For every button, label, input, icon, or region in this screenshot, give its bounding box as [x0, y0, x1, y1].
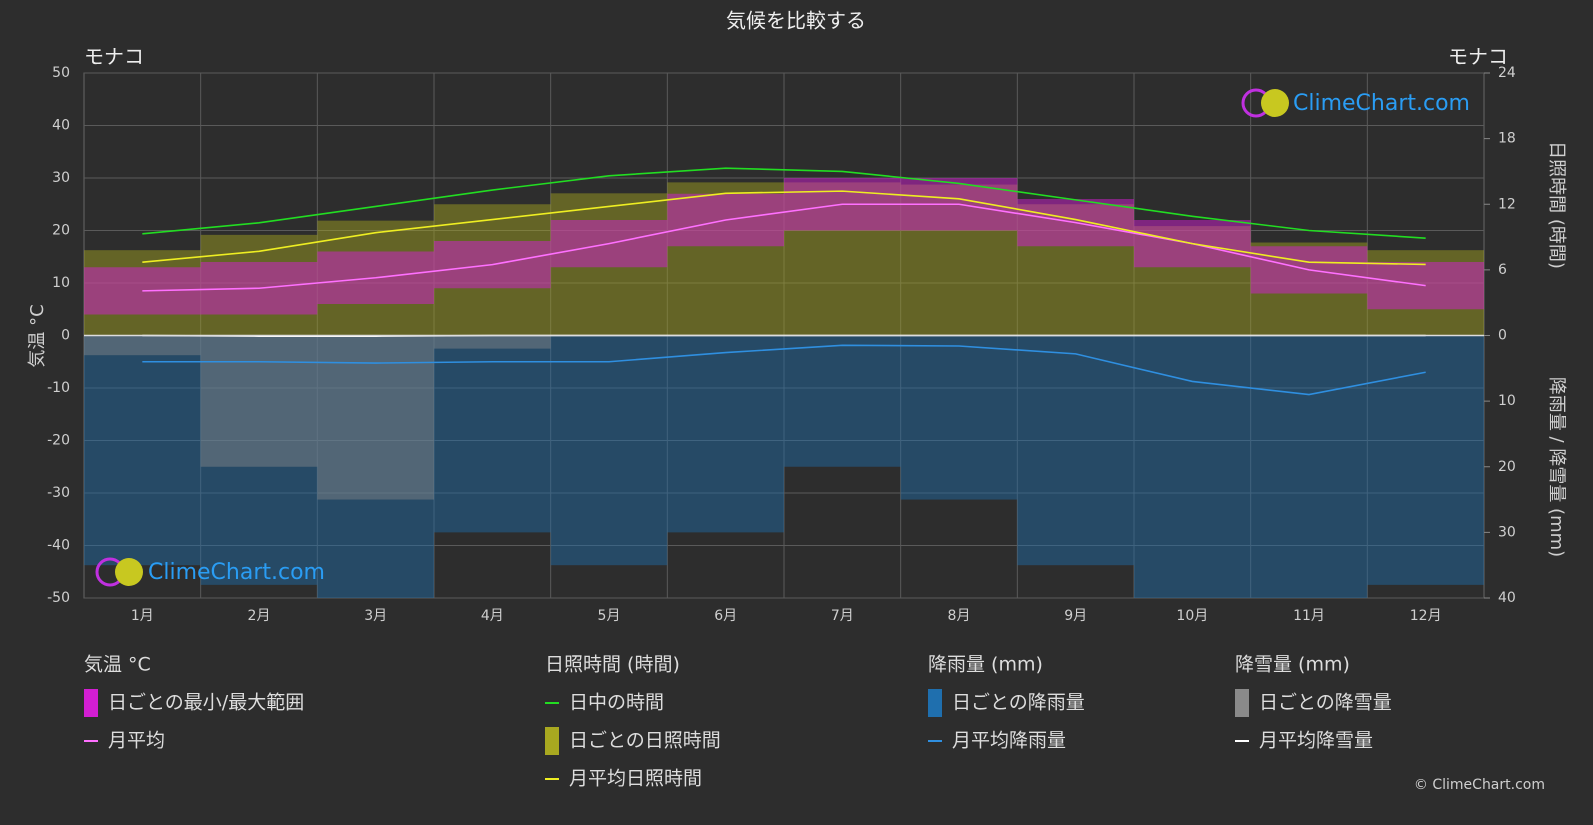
legend-label: 月平均降雪量: [1259, 730, 1373, 752]
y3-tick-label: 20: [1498, 459, 1516, 475]
daily-bar: [84, 335, 201, 566]
y2-tick-label: 18: [1498, 131, 1516, 147]
x-tick-label: 7月: [831, 608, 854, 624]
legend-label: 日ごとの日照時間: [569, 730, 721, 752]
y-tick-label: -40: [47, 538, 70, 554]
y3-tick-label: 30: [1498, 524, 1516, 540]
daily-bar: [550, 335, 668, 566]
daily-bar: [784, 335, 901, 467]
daily-bar: [317, 335, 434, 598]
legend-label: 日中の時間: [569, 692, 664, 714]
legend-title: 降雪量 (mm): [1235, 654, 1350, 676]
y-tick-label: -20: [47, 433, 70, 449]
legend-title: 降雨量 (mm): [928, 654, 1043, 676]
x-tick-label: 10月: [1176, 608, 1208, 624]
legend-swatch: [928, 689, 942, 717]
legend-label: 月平均日照時間: [569, 768, 702, 790]
x-tick-label: 12月: [1410, 608, 1442, 624]
daily-bar: [84, 335, 201, 356]
daily-bar: [1017, 335, 1134, 566]
daily-bar: [1250, 335, 1368, 598]
location-right: モナコ: [1448, 45, 1508, 69]
logo-sun: [115, 558, 143, 586]
monthly-line: [142, 203, 1426, 292]
y-tick-label: -50: [47, 590, 70, 606]
logo-sun: [1261, 89, 1289, 117]
y-tick-label: -10: [47, 380, 70, 396]
y2-tick-label: 12: [1498, 196, 1516, 212]
legend-swatch: [1235, 689, 1249, 717]
y3-tick-label: 40: [1498, 590, 1516, 606]
x-tick-label: 5月: [598, 608, 621, 624]
legend-title: 気温 °C: [84, 654, 151, 676]
legend-label: 日ごとの最小/最大範囲: [108, 692, 304, 714]
y2-axis-label: 日照時間 (時間): [1546, 141, 1567, 269]
y-tick-label: 10: [52, 275, 70, 291]
copyright: © ClimeChart.com: [1414, 777, 1545, 793]
y-tick-label: 50: [52, 65, 70, 81]
monthly-line: [142, 167, 1426, 239]
y-tick-label: -30: [47, 485, 70, 501]
daily-bar: [200, 335, 318, 467]
x-tick-label: 8月: [948, 608, 971, 624]
y3-axis-label: 降雨量 / 降雪量 (mm): [1546, 377, 1567, 557]
watermark-top: ClimeChart.com: [1241, 88, 1470, 118]
monthly-line: [142, 190, 1426, 266]
y2-tick-label: 6: [1498, 262, 1507, 278]
x-tick-label: 3月: [364, 608, 387, 624]
x-tick-label: 6月: [714, 608, 737, 624]
range-band: [1367, 262, 1484, 310]
watermark-text: ClimeChart.com: [148, 560, 325, 585]
daily-bar: [1367, 335, 1484, 585]
y3-tick-label: 10: [1498, 393, 1516, 409]
daily-bar: [434, 335, 551, 533]
y-tick-label: 30: [52, 170, 70, 186]
legend-swatch: [545, 727, 559, 755]
daily-bar: [434, 335, 551, 349]
plot-area: -50 -40 -30 -20 -10 0 10 20 30 40 50 0 6 12 18 24 10 20 30…: [47, 65, 1516, 624]
y2-tick-label: 0: [1498, 328, 1507, 344]
daily-bar: [317, 335, 434, 500]
y-tick-label: 0: [61, 328, 70, 344]
x-tick-label: 9月: [1064, 608, 1087, 624]
legend-label: 日ごとの降雨量: [952, 692, 1085, 714]
chart-title: 気候を比較する: [726, 9, 866, 33]
y-axis-label: 気温 °C: [27, 304, 48, 367]
x-tick-label: 1月: [131, 608, 154, 624]
y2-tick-label: 24: [1498, 65, 1516, 81]
watermark-bottom: ClimeChart.com: [95, 557, 325, 587]
x-tick-label: 2月: [248, 608, 271, 624]
daily-bar: [900, 335, 1018, 500]
legend-label: 月平均: [108, 730, 165, 752]
x-tick-label: 11月: [1293, 608, 1325, 624]
legend-label: 月平均降雨量: [952, 730, 1066, 752]
monthly-line: [142, 344, 1426, 396]
legend-swatch: [84, 689, 98, 717]
daily-bar: [200, 335, 318, 585]
legend-label: 日ごとの降雪量: [1259, 692, 1392, 714]
location-left: モナコ: [84, 45, 144, 69]
daily-bar: [1134, 335, 1251, 598]
y-tick-label: 20: [52, 223, 70, 239]
watermark-text: ClimeChart.com: [1293, 91, 1470, 116]
x-tick-label: 4月: [481, 608, 504, 624]
legend-title: 日照時間 (時間): [545, 654, 680, 676]
daily-bar: [667, 335, 784, 533]
y-tick-label: 40: [52, 118, 70, 134]
